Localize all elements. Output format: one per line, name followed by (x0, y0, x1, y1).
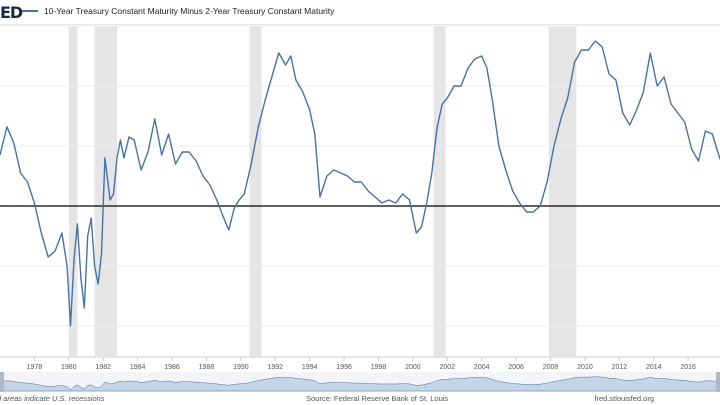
x-tick-label: 1994 (302, 364, 318, 371)
gridlines (0, 25, 720, 327)
recession-band (249, 26, 262, 356)
recession-band (433, 26, 446, 356)
recession-band (68, 26, 78, 356)
x-tick-label: 2002 (440, 364, 456, 371)
x-tick-label: 1990 (233, 364, 249, 371)
recession-shading (68, 26, 577, 356)
recession-note: d areas indicate U.S. recessions (0, 394, 105, 403)
legend-series-title: 10-Year Treasury Constant Maturity Minus… (44, 6, 335, 16)
x-tick-label: 1992 (267, 364, 283, 371)
x-tick-label: 1984 (130, 364, 146, 371)
x-tick-label: 1982 (95, 364, 111, 371)
x-tick-label: 1996 (336, 364, 352, 371)
x-tick-label: 2014 (646, 364, 662, 371)
x-tick-label: 1978 (27, 364, 43, 371)
navigator-handle-right[interactable] (716, 372, 720, 392)
legend[interactable]: 10-Year Treasury Constant Maturity Minus… (22, 6, 334, 16)
x-tick-label: 2010 (577, 364, 593, 371)
legend-line-swatch (22, 10, 38, 12)
x-tick-label: 2008 (543, 364, 559, 371)
x-tick-label: 1980 (61, 364, 77, 371)
site-link[interactable]: fred.stlouisfed.org (594, 394, 654, 403)
chart-footer: d areas indicate U.S. recessions Source:… (0, 393, 720, 405)
source-credit: Source: Federal Reserve Bank of St. Loui… (306, 394, 449, 403)
range-navigator[interactable] (0, 372, 720, 392)
x-tick-label: 1988 (199, 364, 215, 371)
x-tick-label: 2016 (680, 364, 696, 371)
navigator-handle-left[interactable] (0, 372, 4, 392)
x-tick-label: 2000 (405, 364, 421, 371)
recession-band (548, 26, 577, 356)
recession-band (94, 26, 117, 356)
line-chart: 1978 1980 1982 1984 1986 1988 1990 1992 1994 1996… (0, 25, 720, 392)
x-axis-ticks: 1978 1980 1982 1984 1986 1988 1990 1992 1994 1996… (27, 357, 696, 371)
x-tick-label: 2004 (474, 364, 490, 371)
navigator-area (0, 376, 720, 392)
x-tick-label: 2012 (612, 364, 628, 371)
x-tick-label: 1986 (164, 364, 180, 371)
series-line[interactable] (0, 40, 720, 327)
chart-header: ED 10-Year Treasury Constant Maturity Mi… (0, 0, 720, 25)
x-tick-label: 2006 (508, 364, 524, 371)
x-tick-label: 1998 (371, 364, 387, 371)
fred-logo: ED (0, 3, 23, 22)
